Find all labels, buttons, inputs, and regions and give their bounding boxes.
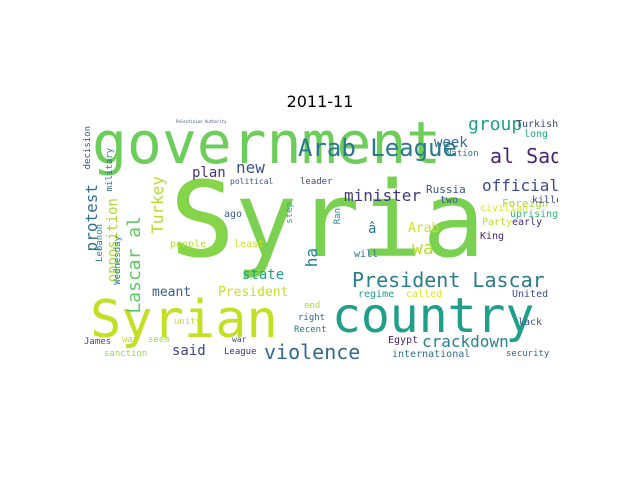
- word: regime: [358, 289, 395, 300]
- word: leader: [300, 177, 333, 187]
- word-cloud: Syria S government Syrian country Arab L…: [82, 116, 558, 366]
- word: Recent: [294, 325, 327, 335]
- word: wa: [412, 238, 434, 259]
- word: security: [506, 349, 550, 359]
- word: called: [406, 289, 443, 300]
- word: Egypt: [388, 335, 419, 346]
- word: S: [170, 159, 233, 281]
- word: President: [218, 285, 289, 300]
- word: political: [230, 177, 274, 186]
- word: seem: [148, 335, 170, 345]
- word: Arab: [408, 221, 440, 236]
- word: will: [354, 249, 379, 260]
- word: Turkey: [148, 176, 167, 234]
- word: said: [172, 343, 206, 359]
- word: Syrian: [90, 290, 278, 350]
- word: early: [512, 217, 543, 228]
- word: group: [468, 116, 523, 135]
- word: ago: [224, 209, 243, 220]
- word: meant: [152, 285, 192, 300]
- word: civilian: [480, 203, 529, 214]
- word: Foreign: [502, 197, 549, 210]
- word: Palestinian Authority: [176, 119, 227, 124]
- word: killed: [532, 195, 558, 206]
- word: government: [92, 116, 442, 177]
- word: Russia: [426, 183, 466, 196]
- word: minister: [344, 186, 422, 205]
- word: Syria: [172, 159, 486, 281]
- word: al Sad: [490, 144, 558, 168]
- word: country: [332, 288, 535, 344]
- word: violence: [264, 340, 361, 364]
- chart-title: 2011-11: [286, 92, 354, 111]
- word: least: [234, 239, 265, 250]
- word: Nation: [446, 149, 479, 159]
- word: crackdown: [422, 332, 509, 351]
- word: week: [434, 135, 468, 151]
- word: Arab League: [298, 134, 457, 162]
- word: Party: [482, 217, 513, 228]
- word: President Lascar: [352, 268, 545, 292]
- word: right: [298, 313, 326, 323]
- word: two: [440, 195, 459, 206]
- word: people: [170, 239, 207, 250]
- word: ha: [302, 248, 321, 268]
- word: unity: [174, 317, 202, 327]
- word: official: [482, 176, 558, 195]
- word: decision: [83, 126, 93, 170]
- word: state: [242, 267, 285, 283]
- word: long: [524, 129, 549, 140]
- word: Lebanon: [95, 224, 105, 262]
- word: uprising: [510, 209, 558, 220]
- word: Ran: [333, 208, 343, 225]
- word: sanction: [104, 349, 148, 359]
- word: international: [392, 349, 471, 360]
- word: Wednesday: [113, 236, 123, 285]
- word: step: [285, 202, 295, 224]
- word: end: [304, 301, 321, 311]
- word: Lascar al: [124, 216, 145, 314]
- word: plan: [192, 165, 226, 181]
- word: way: [122, 335, 139, 345]
- word: James: [84, 337, 112, 347]
- word: United: [512, 289, 549, 300]
- word: war: [232, 335, 247, 344]
- word: â: [368, 221, 377, 237]
- word: King: [480, 231, 505, 242]
- word: new: [236, 158, 265, 177]
- word: League: [224, 347, 257, 357]
- word: Turkish: [516, 119, 558, 130]
- word: military: [105, 148, 115, 192]
- word: lack: [518, 317, 543, 328]
